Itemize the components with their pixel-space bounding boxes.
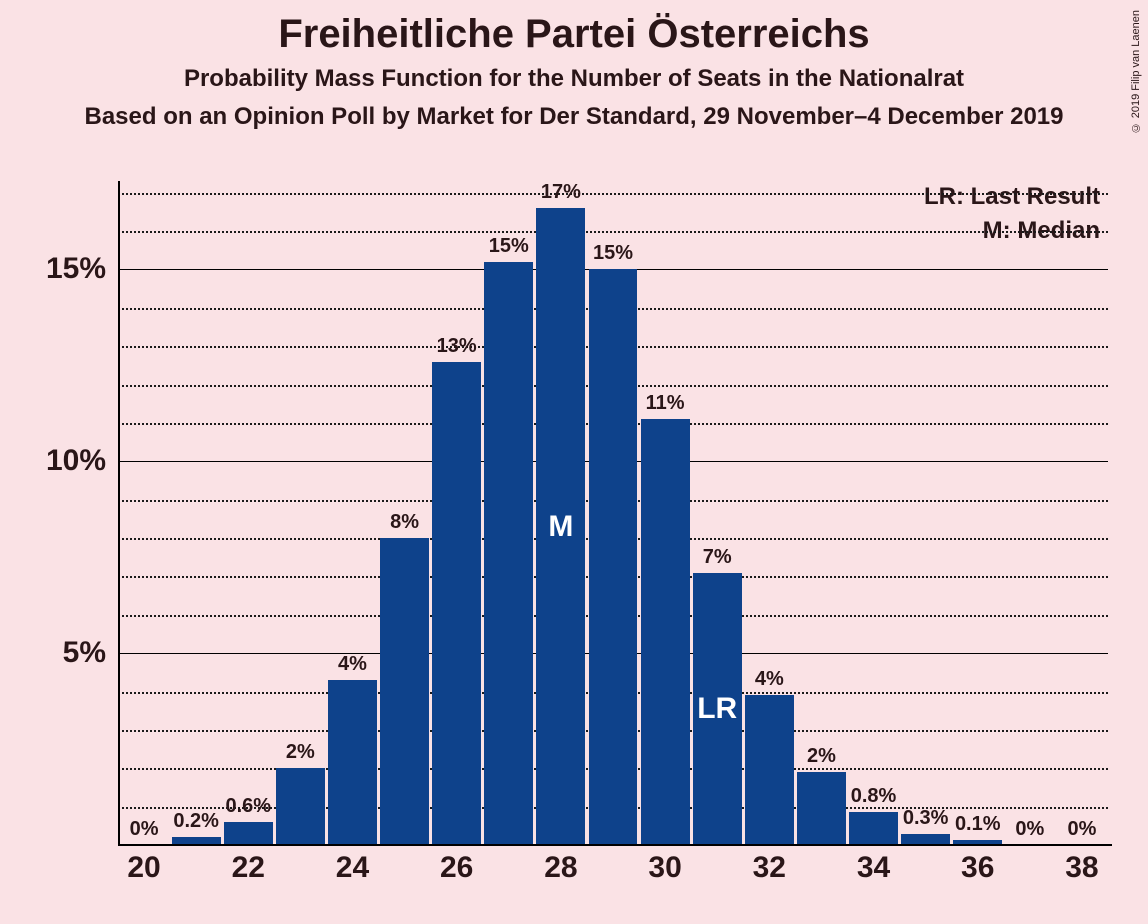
- grid-minor: [118, 193, 1108, 195]
- bar-value-label: 17%: [541, 181, 581, 204]
- bar-annotation: LR: [697, 692, 737, 726]
- bar: [797, 772, 846, 845]
- bar-value-label: 8%: [390, 511, 419, 534]
- x-tick-label: 20: [127, 845, 160, 885]
- bar-value-label: 0.8%: [851, 785, 897, 808]
- bar-value-label: 11%: [646, 392, 685, 415]
- bar-value-label: 2%: [286, 741, 315, 764]
- title-block: Freiheitliche Partei Österreichs Probabi…: [0, 12, 1148, 131]
- bar-annotation: M: [548, 510, 573, 544]
- bar-value-label: 0.1%: [955, 813, 1001, 836]
- legend-lr: LR: Last Result: [924, 183, 1100, 211]
- bar: [224, 822, 273, 845]
- bar-value-label: 15%: [489, 235, 529, 258]
- chart-subtitle-2: Based on an Opinion Poll by Market for D…: [0, 103, 1148, 131]
- x-tick-label: 22: [232, 845, 265, 885]
- bar-value-label: 4%: [755, 668, 784, 691]
- chart-subtitle-1: Probability Mass Function for the Number…: [0, 65, 1148, 93]
- y-tick-label: 10%: [46, 444, 118, 478]
- y-tick-label: 15%: [46, 252, 118, 286]
- bar-value-label: 7%: [703, 546, 732, 569]
- x-tick-label: 34: [857, 845, 890, 885]
- bar: [328, 680, 377, 845]
- bar-value-label: 2%: [807, 745, 836, 768]
- bar: [745, 695, 794, 845]
- x-tick-label: 28: [544, 845, 577, 885]
- y-tick-label: 5%: [63, 636, 118, 670]
- y-axis: [118, 181, 120, 845]
- x-axis: [118, 844, 1112, 846]
- bar: [849, 812, 898, 845]
- x-tick-label: 38: [1065, 845, 1098, 885]
- x-tick-label: 30: [648, 845, 681, 885]
- x-tick-label: 26: [440, 845, 473, 885]
- x-tick-label: 36: [961, 845, 994, 885]
- x-tick-label: 24: [336, 845, 369, 885]
- x-tick-label: 32: [753, 845, 786, 885]
- bar: [484, 262, 533, 845]
- bar-value-label: 0.2%: [173, 810, 219, 833]
- bar: [276, 768, 325, 845]
- bar-value-label: 4%: [338, 653, 367, 676]
- bar-value-label: 0%: [130, 818, 159, 841]
- plot-area: LR: Last Result M: Median 5%10%15%0%0.2%…: [118, 185, 1108, 845]
- bar-value-label: 0%: [1015, 818, 1044, 841]
- bar: [432, 362, 481, 845]
- bar-value-label: 0.6%: [225, 795, 271, 818]
- bar: [589, 269, 638, 845]
- bar-value-label: 0.3%: [903, 807, 949, 830]
- bar-value-label: 13%: [437, 335, 477, 358]
- grid-minor: [118, 231, 1108, 233]
- bar: [641, 419, 690, 845]
- bar-value-label: 15%: [593, 242, 633, 265]
- chart-title: Freiheitliche Partei Österreichs: [0, 12, 1148, 57]
- bar: [380, 538, 429, 845]
- bar-value-label: 0%: [1067, 818, 1096, 841]
